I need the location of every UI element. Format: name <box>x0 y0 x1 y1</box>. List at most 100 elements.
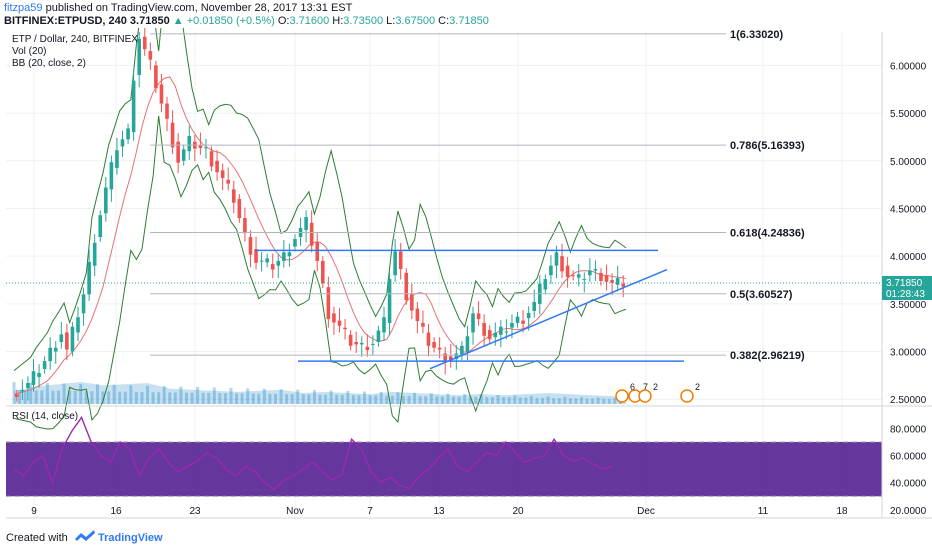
last-price-value: 3.71850 <box>886 278 923 289</box>
volume-bar <box>385 395 389 404</box>
candle-body <box>76 317 80 333</box>
price-change: +0.01850 (+0.5%) <box>186 15 275 27</box>
candle-body <box>209 151 214 167</box>
volume-bar <box>157 392 161 404</box>
candle-body <box>131 80 136 133</box>
bb-basis-line <box>13 76 627 395</box>
candle-body <box>59 334 64 342</box>
candle-body <box>499 326 503 335</box>
volume-bar <box>129 385 133 404</box>
volume-area <box>12 382 626 404</box>
time-tick-6: 20 <box>512 506 524 517</box>
candle-body <box>554 252 559 266</box>
legend-title: ETP / Dollar, 240, BITFINEX <box>12 34 138 45</box>
event-badge-0[interactable] <box>615 389 629 403</box>
candle-body <box>515 316 520 323</box>
volume-bar <box>318 394 322 404</box>
close-label: C: <box>438 15 450 27</box>
open-label: O: <box>277 15 290 27</box>
volume-bar <box>251 393 255 404</box>
volume-bar <box>79 383 83 404</box>
volume-bar <box>418 396 422 404</box>
volume-bar <box>324 394 328 404</box>
countdown-timer: 01:28:43 <box>886 289 925 300</box>
event-badge-count-3: 2 <box>695 382 700 392</box>
event-badge-3[interactable] <box>680 389 694 403</box>
trendlines <box>255 249 684 370</box>
volume-bar <box>301 394 305 404</box>
volume-bar <box>379 391 383 404</box>
high-label: H: <box>332 15 344 27</box>
price-tick-0: 6.00000 <box>890 61 927 72</box>
candle-body <box>98 215 103 238</box>
volume-bar <box>312 390 316 404</box>
candle-body <box>276 260 281 266</box>
candle-body <box>20 390 25 392</box>
candle-body <box>593 269 598 271</box>
candle-body <box>42 361 47 370</box>
volume-bar <box>429 393 433 404</box>
volume-bar <box>62 383 66 404</box>
volume-bar <box>329 390 333 404</box>
volume-bar <box>407 395 411 404</box>
rising-trendline <box>429 268 668 370</box>
candle-body <box>326 287 331 320</box>
volume-bar <box>296 389 300 404</box>
legend-rsi: RSI (14, close) <box>12 411 78 422</box>
time-tick-5: 13 <box>433 506 445 517</box>
candle-body <box>170 122 175 148</box>
author-link[interactable]: fitzpa59 <box>4 2 43 14</box>
candle-body <box>443 353 447 363</box>
volume-bar <box>134 391 138 404</box>
volume-bar <box>568 398 572 404</box>
candle-body <box>231 189 236 203</box>
tradingview-brand[interactable]: TradingView <box>98 532 163 544</box>
time-tick-3: Nov <box>286 506 304 517</box>
candle-body <box>154 65 158 89</box>
volume-bar <box>246 388 250 404</box>
legend-bb: BB (20, close, 2) <box>12 58 86 69</box>
candle-body <box>220 170 225 178</box>
time-tick-2: 23 <box>189 506 201 517</box>
volume-bar <box>457 396 461 404</box>
volume-bar <box>173 392 177 404</box>
bollinger-bands <box>13 0 627 430</box>
candle-body <box>265 258 269 263</box>
volume-bar <box>212 387 216 404</box>
volume-bar <box>218 393 222 404</box>
volume-bar <box>490 397 494 404</box>
candle-body <box>81 294 86 314</box>
volume-bar <box>396 392 400 404</box>
time-tick-7: Dec <box>637 506 655 517</box>
fib-label-0: 1(6.33020) <box>730 29 784 41</box>
candle-body <box>604 275 609 282</box>
time-tick-4: 7 <box>367 506 373 517</box>
volume-bar <box>546 396 550 404</box>
candles <box>15 24 626 402</box>
tradingview-logo-icon[interactable] <box>74 529 96 545</box>
volume-bar <box>374 395 378 404</box>
volume-bar <box>285 394 289 404</box>
volume-bar <box>518 397 522 404</box>
open-value: 3.71600 <box>289 15 330 27</box>
volume-bar <box>468 396 472 404</box>
volume-bar <box>368 395 372 404</box>
candle-body <box>70 326 75 352</box>
fib-label-2: 0.618(4.24836) <box>730 227 805 239</box>
rsi-tick-2: 40.0000 <box>890 479 927 490</box>
chart-svg[interactable]: 1(6.33020) 0.786(5.16393) 0.618(4.24836) 0.… <box>0 0 932 522</box>
event-badge-2[interactable] <box>638 389 652 403</box>
chart-area[interactable]: 1(6.33020) 0.786(5.16393) 0.618(4.24836) 0.… <box>0 0 932 522</box>
event-badge-count-1: 7 <box>643 382 648 392</box>
rsi-tick-0: 80.0000 <box>890 424 927 435</box>
candle-body <box>610 280 614 283</box>
candle-body <box>565 265 570 278</box>
candle-body <box>615 278 620 285</box>
volume-bar <box>607 398 611 404</box>
axes: 6.00000 5.50000 5.00000 4.50000 4.00000 3.500… <box>6 32 932 519</box>
candle-body <box>115 150 119 168</box>
candle-body <box>532 301 537 311</box>
candle-body <box>270 264 275 270</box>
candle-body <box>543 279 548 290</box>
